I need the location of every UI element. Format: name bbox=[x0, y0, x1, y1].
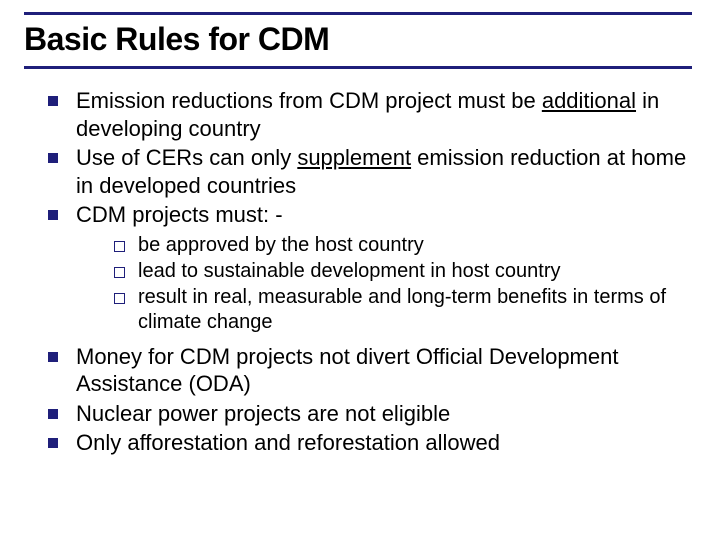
list-item: CDM projects must: - be approved by the … bbox=[48, 201, 692, 335]
text-pre: Emission reductions from CDM project mus… bbox=[76, 88, 542, 113]
list-item: Nuclear power projects are not eligible bbox=[48, 400, 692, 428]
list-item: Only afforestation and reforestation all… bbox=[48, 429, 692, 457]
list-item: result in real, measurable and long-term… bbox=[114, 285, 692, 335]
bullet-list-level2: be approved by the host country lead to … bbox=[76, 233, 692, 335]
text-pre: CDM projects must: - bbox=[76, 202, 283, 227]
title-rule-box: Basic Rules for CDM bbox=[24, 12, 692, 69]
text-underlined: additional bbox=[542, 88, 636, 113]
bullet-list-level1: Emission reductions from CDM project mus… bbox=[28, 87, 692, 457]
text-pre: Use of CERs can only bbox=[76, 145, 297, 170]
list-item: Money for CDM projects not divert Offici… bbox=[48, 343, 692, 398]
list-item: Emission reductions from CDM project mus… bbox=[48, 87, 692, 142]
text-underlined: supplement bbox=[297, 145, 411, 170]
list-item: Use of CERs can only supplement emission… bbox=[48, 144, 692, 199]
list-item: lead to sustainable development in host … bbox=[114, 259, 692, 284]
list-item: be approved by the host country bbox=[114, 233, 692, 258]
slide-title: Basic Rules for CDM bbox=[24, 21, 692, 58]
